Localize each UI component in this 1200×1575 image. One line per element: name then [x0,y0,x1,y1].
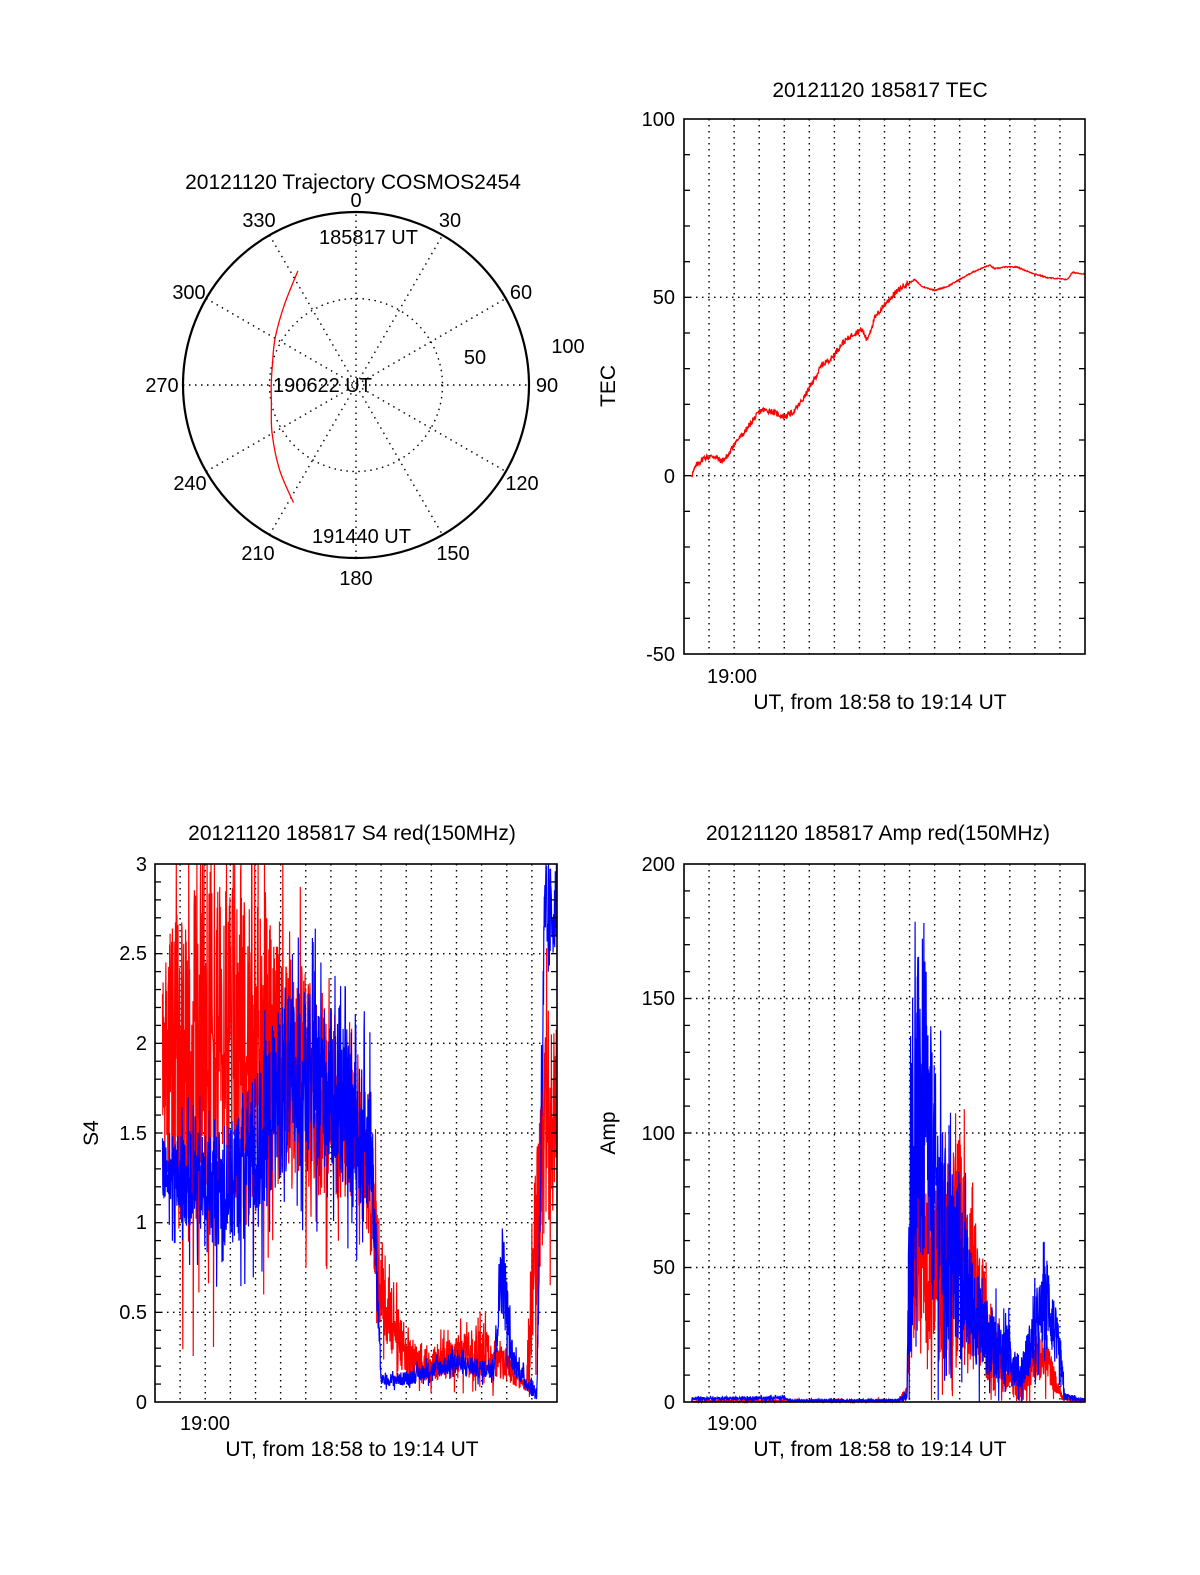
tec-series-line [691,264,1086,478]
tec-ytick-label: 0 [664,466,675,488]
trajectory-end-label: 191440 UT [312,526,411,548]
amp-ticks [684,890,1085,1376]
tec-ytick-label: 50 [653,287,675,309]
azimuth-label-120: 120 [505,473,538,495]
s4-series-blue [161,863,558,1400]
azimuth-label-240: 240 [173,473,206,495]
azimuth-label-30: 30 [439,210,461,232]
tec-axes-frame [683,118,1086,655]
tec-ticks [684,154,1085,619]
azimuth-label-90: 90 [536,375,558,397]
s4-ytick-label: 0 [136,1392,147,1414]
s4-xlabel: UT, from 18:58 to 19:14 UT [225,1438,478,1461]
s4-ticks [155,881,557,1385]
amp-ylabel: Amp [597,1111,620,1154]
amp-xtick-label: 19:00 [707,1413,757,1435]
azimuth-label-300: 300 [172,282,205,304]
s4-ytick-label: 2.5 [119,943,147,965]
azimuth-labels: 0 30 60 90 120 150 180 210 240 270 300 3… [145,190,558,590]
s4-ytick-label: 0.5 [119,1302,147,1324]
amp-ytick-label: 200 [642,854,675,876]
s4-ytick-label: 1 [136,1212,147,1234]
amp-series-blue [690,921,1086,1405]
azimuth-label-150: 150 [436,543,469,565]
trajectory-start-label: 185817 UT [319,227,418,249]
azimuth-label-0: 0 [350,190,361,212]
amp-data [690,921,1086,1405]
tec-data [691,264,1086,478]
azimuth-label-180: 180 [339,568,372,590]
s4-xtick-label: 19:00 [180,1413,230,1435]
amp-plot: 20121120 185817 Amp red(150MHz) 200 150 … [597,822,1086,1461]
polar-spoke [268,234,444,536]
tec-plot: 20121120 185817 TEC 100 50 0 -50 19:00 U… [597,79,1086,714]
s4-ylabel: S4 [80,1120,103,1146]
polar-title: 20121120 Trajectory COSMOS2454 [185,171,521,194]
polar-spoke [268,234,444,536]
azimuth-label-270: 270 [145,375,178,397]
tec-title: 20121120 185817 TEC [772,79,987,102]
amp-ytick-label: 0 [664,1392,675,1414]
trajectory-mid-label: 190622 UT [273,375,372,397]
s4-plot: 20121120 185817 S4 red(150MHz) 3 2.5 2 1… [80,822,558,1461]
tec-ytick-label: 100 [642,109,675,131]
s4-data [161,863,558,1400]
polar-spoke [205,297,507,473]
tec-ylabel: TEC [597,365,620,407]
s4-ytick-label: 1.5 [119,1123,147,1145]
radial-label-100: 100 [551,336,584,358]
amp-ytick-label: 150 [642,988,675,1010]
azimuth-label-60: 60 [510,282,532,304]
trajectory-polar-plot: 20121120 Trajectory COSMOS2454 0 30 60 9… [145,171,584,590]
tec-xtick-label: 19:00 [707,666,757,688]
azimuth-label-330: 330 [242,210,275,232]
s4-title: 20121120 185817 S4 red(150MHz) [188,822,516,845]
tec-xlabel: UT, from 18:58 to 19:14 UT [753,691,1006,714]
amp-grid [684,864,1085,1402]
amp-title: 20121120 185817 Amp red(150MHz) [706,822,1050,845]
radial-label-50: 50 [464,347,486,369]
amp-ytick-label: 100 [642,1123,675,1145]
s4-ytick-label: 3 [136,854,147,876]
polar-spoke [205,297,507,473]
amp-xlabel: UT, from 18:58 to 19:14 UT [753,1438,1006,1461]
azimuth-label-210: 210 [241,543,274,565]
polar-grid [183,212,529,558]
tec-grid [684,119,1085,654]
amp-ytick-label: 50 [653,1257,675,1279]
s4-ytick-label: 2 [136,1033,147,1055]
polar-outer-circle [181,210,531,560]
tec-ytick-label: -50 [646,644,675,666]
trajectory-line [270,270,299,503]
